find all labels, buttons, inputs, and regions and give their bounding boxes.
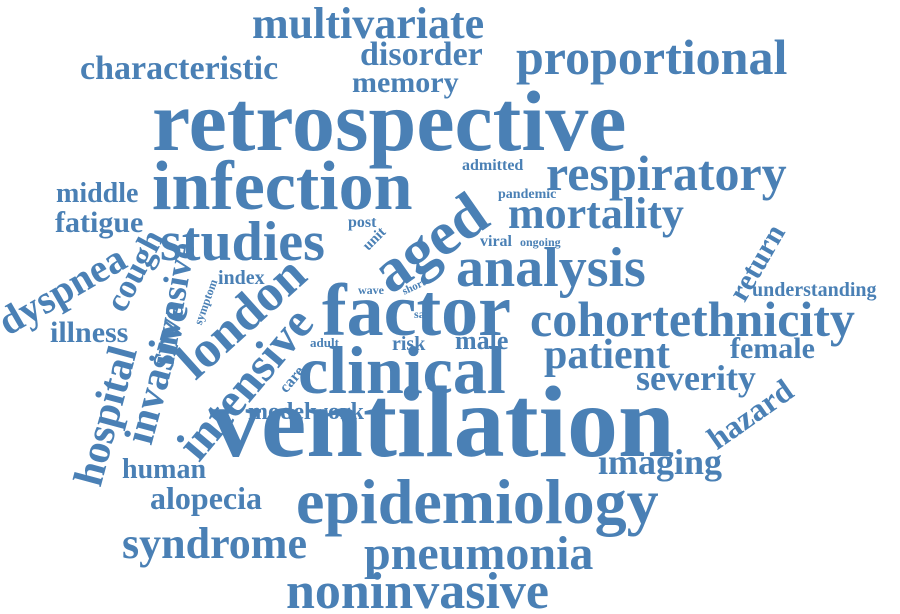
word-retrospective: retrospective [152, 73, 627, 169]
word-noninvasive: noninvasive [286, 563, 549, 614]
word-admitted: admitted [462, 157, 524, 174]
word-sar: sar [414, 307, 430, 321]
word-viral: viral [480, 233, 512, 250]
word-human: human [122, 454, 207, 485]
word-patient: patient [544, 332, 670, 378]
word-pandemic: pandemic [498, 187, 557, 202]
word-multivariate: multivariate [252, 0, 485, 48]
word-infection: infection [152, 148, 413, 225]
word-alopecia: alopecia [150, 480, 262, 516]
word-respiratory: respiratory [546, 145, 787, 201]
word-index: index [218, 267, 265, 289]
word-risk: risk [392, 333, 426, 355]
word-mortality: mortality [508, 189, 684, 238]
word-understanding: understanding [752, 279, 877, 301]
word-fatigue: fatigue [55, 206, 144, 239]
word-ongoing: ongoing [520, 235, 561, 249]
word-memory: memory [352, 66, 459, 99]
word-characteristic: characteristic [80, 50, 279, 87]
word-pneumonia: pneumonia [364, 527, 594, 580]
word-modelwork: modelwork [248, 399, 364, 425]
word-severity: severity [636, 358, 756, 398]
word-ventilation: ventilation [210, 366, 675, 479]
word-proportional: proportional [516, 29, 788, 85]
word-imaging: imaging [598, 442, 723, 482]
word-post: post [348, 214, 377, 231]
word-male: male [455, 326, 509, 355]
word-disorder: disorder [360, 36, 483, 73]
word-adult: adult [310, 335, 339, 350]
word-middle: middle [56, 178, 139, 209]
word-illness: illness [50, 316, 129, 349]
word-clinical: clinical [298, 332, 506, 408]
word-cohortethnicity: cohortethnicity [530, 291, 855, 347]
word-female: female [730, 332, 815, 365]
word-analysis: analysis [456, 237, 646, 299]
word-factor: factor [322, 270, 511, 352]
word-wave: wave [358, 283, 384, 297]
word-syndrome: syndrome [122, 519, 307, 568]
word-epidemiology: epidemiology [296, 466, 659, 537]
word-studies: studies [160, 211, 325, 273]
